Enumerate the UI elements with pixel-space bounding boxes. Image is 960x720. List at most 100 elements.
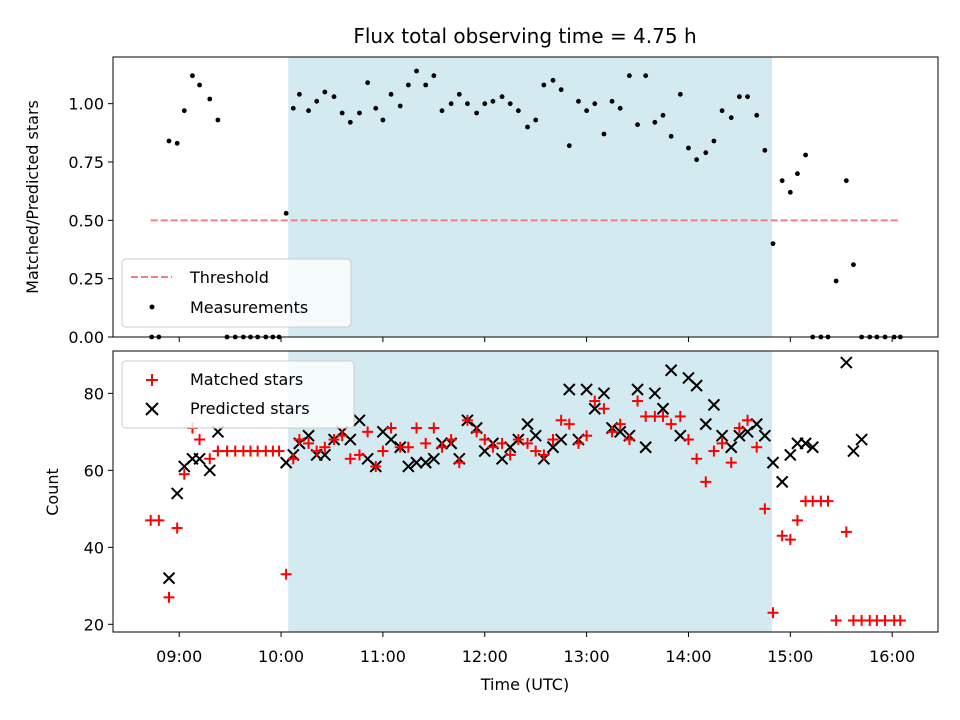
matched-point: [522, 437, 534, 449]
matched-point: [153, 514, 165, 526]
predicted-point: [402, 460, 415, 473]
measurement-point: [686, 145, 691, 151]
measurement-point: [566, 143, 572, 149]
measurement-point: [833, 278, 839, 284]
measurement-point: [643, 73, 649, 79]
measurement-point: [779, 178, 785, 184]
measurement-point: [795, 171, 800, 177]
predicted-point: [855, 433, 868, 446]
matched-point: [273, 445, 285, 457]
matched-point: [362, 426, 374, 438]
measurement-point: [456, 91, 462, 97]
matched-point: [311, 445, 323, 457]
top-y-axis-label: Matched/Predicted stars: [23, 100, 42, 294]
top-y-tick-label: 0.50: [68, 211, 104, 230]
measurement-point: [365, 80, 371, 86]
measurement-point: [736, 94, 742, 100]
matched-point: [344, 453, 356, 465]
matched-point: [504, 449, 516, 461]
x-tick-label: 13:00: [564, 647, 610, 666]
measurement-point: [694, 157, 700, 163]
matched-point: [420, 437, 432, 449]
measurement-point: [617, 105, 623, 111]
measurement-point: [373, 105, 379, 111]
predicted-point: [847, 444, 860, 458]
measurement-point: [347, 119, 353, 125]
measurement-point: [550, 77, 556, 83]
predicted-point: [648, 387, 662, 400]
matched-point: [742, 414, 754, 426]
measurement-point: [584, 108, 590, 114]
bottom-legend: Matched stars Predicted stars: [121, 360, 355, 429]
measurement-point: [533, 117, 539, 123]
measurement-point: [181, 108, 187, 114]
measurement-point: [592, 101, 598, 107]
predicted-point: [162, 571, 176, 585]
matched-point: [538, 449, 550, 461]
measurement-point: [668, 133, 674, 139]
top-y-tick-label: 0.75: [68, 153, 104, 172]
measurement-point: [499, 94, 505, 100]
matched-point: [614, 418, 626, 430]
predicted-point: [588, 402, 601, 415]
matched-point: [598, 403, 610, 415]
measurement-point: [703, 150, 709, 156]
measurement-point: [283, 210, 289, 216]
measurement-point: [576, 98, 581, 104]
matched-point: [171, 522, 183, 534]
matched-point: [163, 591, 175, 603]
bottom-x-axis: 09:00 10:00 11:00 12:00 13:00 14:00 15:00 16:00: [156, 632, 915, 666]
x-tick-label: 10:00: [258, 647, 304, 666]
matched-point: [581, 430, 593, 442]
matched-point: [428, 422, 440, 434]
matched-point: [453, 457, 465, 469]
top-legend: Threshold Measurements: [121, 258, 352, 328]
measurement-point: [762, 147, 768, 153]
predicted-point: [733, 429, 746, 442]
measurement-point: [296, 91, 302, 97]
matched-point: [665, 418, 677, 430]
x-tick-label: 16:00: [869, 647, 915, 666]
bottom-y-tick-label: 60: [84, 461, 104, 480]
bottom-y-tick-label: 40: [84, 538, 104, 557]
predicted-point: [563, 383, 576, 396]
matched-point: [280, 568, 292, 580]
predicted-point: [521, 417, 534, 431]
predicted-point: [170, 487, 184, 500]
matched-point: [682, 434, 694, 446]
predicted-point: [410, 456, 423, 469]
measurement-point: [431, 73, 437, 79]
matched-point: [287, 453, 299, 465]
predicted-point: [193, 452, 206, 465]
matched-point: [563, 418, 575, 430]
x-tick-label: 09:00: [156, 647, 202, 666]
matched-point: [759, 503, 771, 515]
measurement-point: [787, 189, 793, 195]
matched-point: [328, 434, 340, 446]
measurement-point: [745, 94, 750, 100]
matched-point: [751, 441, 763, 453]
measurement-point: [357, 110, 362, 116]
matched-point: [293, 434, 305, 446]
matched-point: [623, 434, 635, 446]
measurement-point: [770, 241, 776, 247]
measurement-point: [166, 138, 172, 144]
matched-point: [822, 495, 834, 507]
chart-title: Flux total observing time = 4.75 h: [353, 24, 696, 48]
bottom-y-tick-label: 80: [84, 384, 104, 403]
measurement-point: [190, 73, 195, 79]
matched-point: [784, 534, 796, 546]
measurement-point: [448, 101, 454, 107]
measurement-point: [388, 91, 394, 97]
matched-point: [547, 434, 559, 446]
measurement-point: [490, 98, 496, 104]
bottom-y-axis: 20 40 60 80: [84, 384, 113, 634]
legend-matched-marker: [146, 374, 158, 386]
matched-point: [708, 445, 720, 457]
measurement-point: [439, 108, 445, 114]
measurement-point: [626, 73, 632, 79]
predicted-point: [715, 429, 729, 442]
matched-point: [411, 422, 423, 434]
predicted-point: [656, 402, 670, 415]
